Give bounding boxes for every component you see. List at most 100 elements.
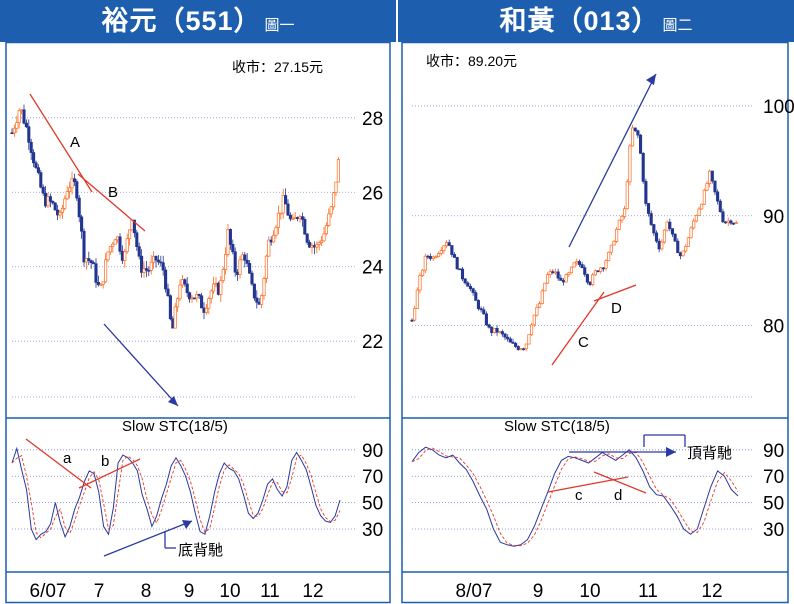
candle-body bbox=[429, 256, 433, 260]
candle-body bbox=[245, 259, 249, 264]
candle-body bbox=[106, 251, 110, 261]
candle-body bbox=[716, 191, 720, 202]
candle-body bbox=[104, 259, 108, 283]
candle-body bbox=[48, 196, 52, 202]
candle-body bbox=[498, 331, 502, 333]
candle-body bbox=[646, 203, 651, 214]
candle-body bbox=[596, 270, 600, 273]
figure-label: 圖一 bbox=[264, 17, 295, 34]
candle-body bbox=[51, 201, 55, 204]
candle-body bbox=[484, 313, 488, 326]
candle-body bbox=[113, 239, 117, 245]
candle-body bbox=[676, 240, 680, 254]
candle-body bbox=[628, 145, 632, 183]
candle-body bbox=[418, 275, 422, 291]
candle-body bbox=[556, 271, 560, 279]
x-tick-label: 8 bbox=[141, 581, 152, 602]
candle-body bbox=[329, 206, 333, 215]
candle-body bbox=[561, 280, 566, 283]
candle-body bbox=[221, 269, 225, 281]
candle-body bbox=[426, 255, 430, 258]
candle-body bbox=[665, 221, 669, 231]
candle-body bbox=[24, 122, 28, 128]
candle-body bbox=[450, 245, 454, 255]
arrow-head bbox=[168, 396, 178, 406]
candle-body bbox=[96, 282, 100, 286]
candle-body bbox=[654, 232, 659, 242]
x-tick-label: 10 bbox=[579, 581, 600, 602]
stc-d-line bbox=[411, 447, 739, 547]
candle-body bbox=[431, 256, 435, 260]
candle-body bbox=[216, 282, 220, 295]
candle-body bbox=[413, 308, 417, 321]
panel-header: 裕元（551） 圖一 bbox=[0, 0, 396, 42]
price-tick-label: 26 bbox=[362, 183, 383, 204]
candle-body bbox=[300, 216, 304, 220]
candle-body bbox=[312, 245, 316, 248]
candle-body bbox=[226, 229, 230, 255]
candle-body bbox=[721, 211, 725, 223]
panel-yue-yuen: 裕元（551） 圖一 22 24 26 28 收市：27.15元 30 50 70 90 Slow … bbox=[0, 0, 396, 604]
candle-body bbox=[305, 233, 309, 243]
candle-body bbox=[673, 233, 677, 242]
candle-body bbox=[689, 227, 693, 239]
candle-body bbox=[168, 295, 172, 320]
candle-body bbox=[455, 257, 459, 270]
candle-body bbox=[68, 187, 72, 192]
candle-body bbox=[202, 307, 206, 313]
annotation-label: d bbox=[614, 487, 622, 504]
chart-canvas: 22 24 26 28 收市：27.15元 30 50 70 90 Slow STC(18/5) 6… bbox=[5, 42, 391, 604]
candle-body bbox=[269, 239, 273, 243]
candle-body bbox=[147, 269, 151, 272]
candle-body bbox=[75, 181, 79, 199]
candle-body bbox=[207, 298, 211, 309]
annotation-label: a bbox=[63, 450, 72, 467]
candle-body bbox=[644, 181, 648, 204]
candle-body bbox=[274, 227, 278, 236]
candle-body bbox=[243, 254, 247, 261]
candle-body bbox=[200, 295, 204, 309]
candle-body bbox=[639, 134, 643, 154]
trend-line bbox=[103, 520, 193, 557]
candle-body bbox=[20, 109, 24, 112]
chart-canvas: 80 90 100 收市：89.20元 30 50 70 90 Slow STC(18/5) 8/… bbox=[401, 42, 794, 604]
candle-body bbox=[228, 229, 232, 245]
candle-body bbox=[212, 283, 216, 292]
candle-body bbox=[233, 251, 237, 273]
candle-body bbox=[185, 283, 189, 294]
trend-line bbox=[29, 93, 93, 193]
candle-body bbox=[421, 269, 425, 276]
candle-body bbox=[447, 242, 451, 246]
candle-body bbox=[84, 258, 88, 263]
x-tick-label: 11 bbox=[260, 581, 280, 602]
arrow-head bbox=[646, 74, 656, 85]
candle-body bbox=[700, 203, 704, 210]
candle-body bbox=[92, 262, 96, 265]
candle-body bbox=[623, 208, 627, 217]
candle-body bbox=[607, 251, 611, 262]
candle-body bbox=[694, 214, 698, 222]
candle-body bbox=[320, 240, 324, 243]
candle-body bbox=[22, 109, 26, 124]
candle-body bbox=[238, 259, 242, 275]
price-tick-label: 100 bbox=[763, 97, 794, 118]
price-tick-label: 80 bbox=[763, 317, 784, 338]
candle-body bbox=[495, 328, 499, 333]
candle-body bbox=[255, 297, 259, 303]
annotation-label: D bbox=[611, 300, 622, 317]
annotation-label: A bbox=[70, 134, 80, 151]
candle-body bbox=[415, 289, 419, 309]
stc-title: Slow STC(18/5) bbox=[504, 418, 610, 435]
x-tick-label: 9 bbox=[184, 581, 195, 602]
candle-body bbox=[729, 220, 733, 224]
candle-body bbox=[535, 306, 539, 316]
stc-tick-label: 70 bbox=[362, 467, 383, 488]
stc-tick-label: 90 bbox=[763, 441, 784, 462]
candle-body bbox=[471, 288, 475, 293]
candle-body bbox=[511, 341, 515, 344]
candle-body bbox=[236, 271, 240, 275]
candle-body bbox=[519, 348, 523, 351]
candle-body bbox=[161, 262, 165, 271]
trend-line bbox=[78, 458, 141, 489]
